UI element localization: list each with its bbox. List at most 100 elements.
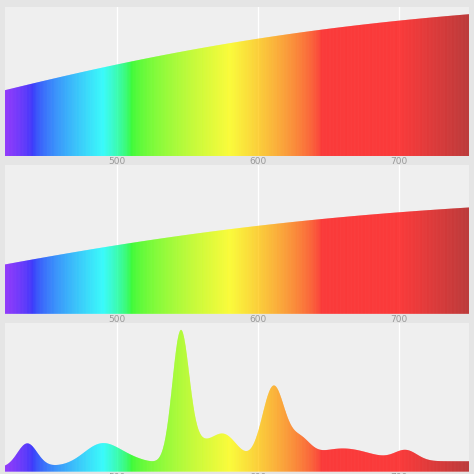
Polygon shape [320,450,321,472]
Polygon shape [360,451,361,472]
Polygon shape [129,243,130,314]
Polygon shape [386,455,387,472]
Polygon shape [467,14,468,156]
Polygon shape [340,448,341,472]
Polygon shape [302,221,303,314]
Polygon shape [432,460,433,472]
Polygon shape [286,223,287,314]
Polygon shape [260,226,261,314]
Polygon shape [282,401,283,472]
Polygon shape [60,255,61,314]
Polygon shape [214,231,215,314]
Polygon shape [186,51,187,156]
Polygon shape [342,217,343,314]
Polygon shape [427,210,428,314]
Polygon shape [356,450,357,472]
Polygon shape [47,80,48,156]
Polygon shape [146,460,147,472]
Polygon shape [228,229,229,314]
Polygon shape [460,461,461,472]
Polygon shape [152,240,153,314]
Polygon shape [107,66,108,156]
Polygon shape [69,462,70,472]
Polygon shape [110,246,111,314]
Polygon shape [395,212,396,314]
Polygon shape [287,416,288,472]
Polygon shape [77,457,78,472]
Polygon shape [163,55,164,156]
Polygon shape [438,210,439,314]
Polygon shape [372,214,373,314]
Polygon shape [76,252,77,314]
Polygon shape [94,445,95,472]
Polygon shape [426,18,427,156]
Polygon shape [375,23,376,156]
Polygon shape [364,24,365,156]
Polygon shape [129,62,130,156]
Polygon shape [454,461,455,472]
Polygon shape [88,250,89,314]
Polygon shape [416,454,417,472]
Polygon shape [190,383,191,472]
Polygon shape [344,217,345,314]
Polygon shape [152,461,153,472]
Polygon shape [99,248,100,314]
Polygon shape [110,66,111,156]
Polygon shape [340,217,341,314]
Polygon shape [371,24,372,156]
Polygon shape [151,57,152,156]
Polygon shape [285,223,286,314]
Polygon shape [276,224,277,314]
Polygon shape [140,241,141,314]
Polygon shape [119,448,120,472]
Polygon shape [383,456,384,472]
Polygon shape [258,429,259,472]
Polygon shape [407,20,408,156]
Polygon shape [202,48,203,156]
Polygon shape [33,447,34,472]
Polygon shape [411,211,412,314]
Polygon shape [329,218,330,314]
Polygon shape [127,244,128,314]
Polygon shape [285,411,286,472]
Polygon shape [453,16,454,156]
Polygon shape [379,214,380,314]
Polygon shape [35,449,36,472]
Polygon shape [221,45,222,156]
Polygon shape [8,89,9,156]
Polygon shape [57,255,58,314]
Polygon shape [201,233,202,314]
Polygon shape [306,220,307,314]
Polygon shape [386,22,387,156]
Polygon shape [309,220,310,314]
Polygon shape [172,237,173,314]
Polygon shape [137,242,138,314]
Polygon shape [22,261,23,314]
Polygon shape [53,256,54,314]
Polygon shape [115,447,116,472]
Polygon shape [89,250,90,314]
Polygon shape [63,76,64,156]
Polygon shape [16,263,17,314]
Polygon shape [216,46,217,156]
Polygon shape [165,238,166,314]
Polygon shape [233,43,234,156]
Polygon shape [107,246,108,314]
Polygon shape [427,459,428,472]
Polygon shape [382,214,383,314]
Polygon shape [203,438,204,472]
Polygon shape [270,389,271,472]
Polygon shape [135,61,136,156]
Polygon shape [26,85,27,156]
Polygon shape [17,453,18,472]
Polygon shape [91,447,92,472]
Polygon shape [37,258,38,314]
Polygon shape [41,458,42,472]
Polygon shape [168,416,169,472]
Polygon shape [464,208,465,314]
Polygon shape [87,71,88,156]
Polygon shape [39,455,40,472]
Polygon shape [271,387,272,472]
Polygon shape [79,456,80,472]
Polygon shape [400,212,401,314]
